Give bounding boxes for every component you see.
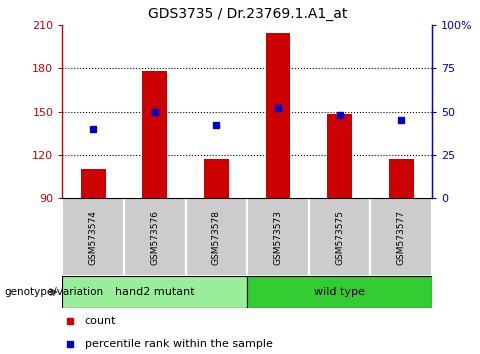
Text: GSM573578: GSM573578 [212,210,221,265]
Text: GSM573573: GSM573573 [274,210,283,265]
Title: GDS3735 / Dr.23769.1.A1_at: GDS3735 / Dr.23769.1.A1_at [147,7,347,21]
Bar [309,198,371,276]
Bar [266,33,290,198]
Bar [247,198,309,276]
Bar [186,198,247,276]
Text: GSM573577: GSM573577 [396,210,406,265]
Text: wild type: wild type [314,287,365,297]
Bar [247,276,432,308]
Bar [62,198,124,276]
Bar [81,169,106,198]
Text: GSM573575: GSM573575 [335,210,344,265]
Bar [389,159,414,198]
Bar [124,198,186,276]
Text: percentile rank within the sample: percentile rank within the sample [84,339,273,349]
Text: count: count [84,316,116,326]
Bar [327,114,352,198]
Bar [143,71,167,198]
Text: genotype/variation: genotype/variation [5,287,104,297]
Bar [62,276,247,308]
Bar [204,159,229,198]
Text: GSM573574: GSM573574 [89,210,98,265]
Text: GSM573576: GSM573576 [150,210,159,265]
Text: hand2 mutant: hand2 mutant [115,287,194,297]
Bar [371,198,432,276]
